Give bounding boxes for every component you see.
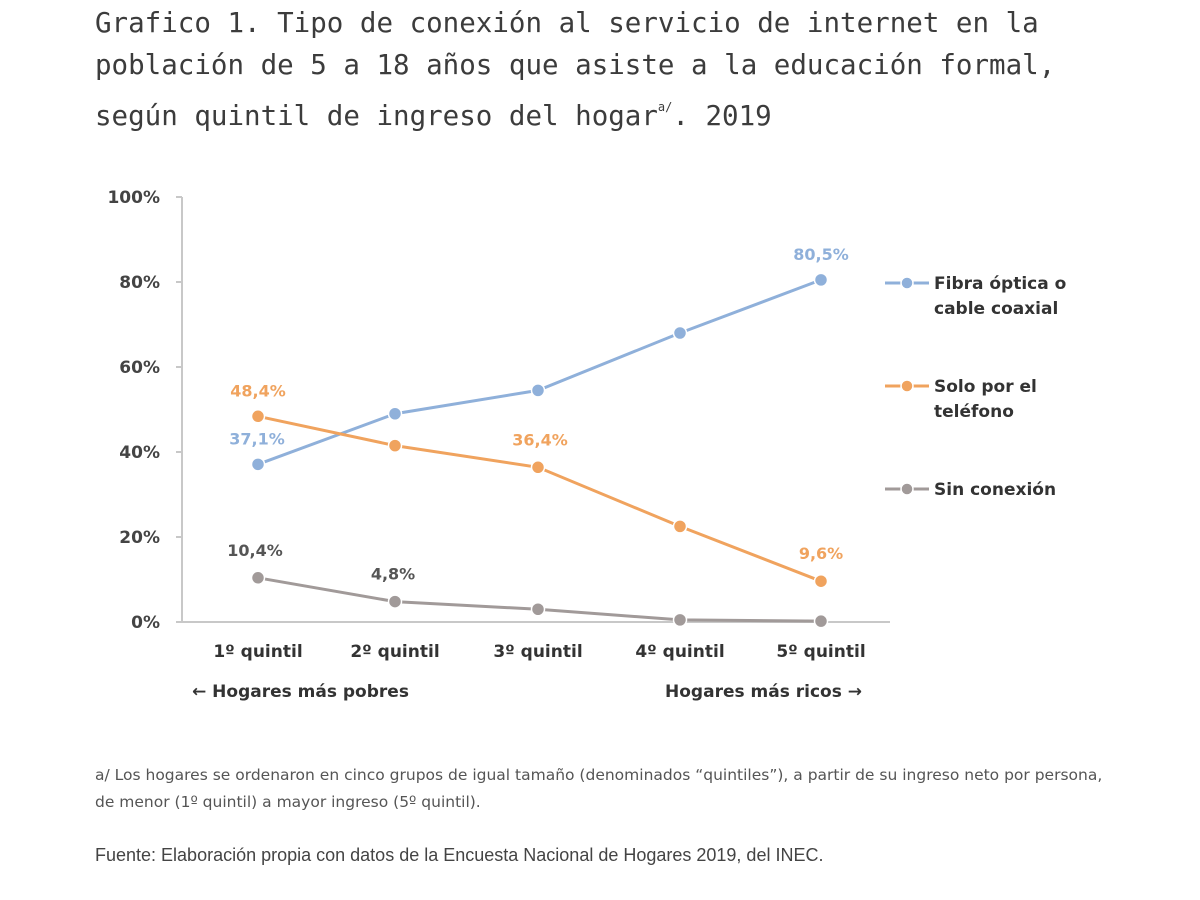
legend-item-3: Sin conexión [885, 480, 1056, 500]
legend-swatch-marker [900, 482, 914, 496]
legend-item-2: Solo por el teléfono [885, 377, 1037, 422]
x-tick-label: 3º quintil [493, 642, 582, 662]
legend-label: cable coaxial [934, 299, 1058, 319]
series-3: 10,4% 4,8% [227, 541, 829, 629]
y-tick-label: 60% [119, 358, 160, 378]
data-point [250, 409, 266, 424]
x-tick-label: 5º quintil [776, 642, 865, 662]
data-point [530, 383, 546, 398]
data-label: 37,1% [229, 429, 285, 448]
data-point [387, 594, 403, 609]
data-point [813, 272, 829, 288]
data-point [813, 613, 829, 629]
y-tick-label: 0% [131, 613, 160, 633]
data-point [387, 406, 403, 421]
line-chart: 0% 20% 40% 60% 80% 100% 1º quintil 2º quintil 3º… [107, 188, 1066, 702]
data-point [672, 612, 688, 628]
legend-label: Sin conexión [934, 480, 1056, 500]
legend-label: Fibra óptica o [934, 274, 1066, 294]
data-point [250, 457, 266, 472]
data-label: 36,4% [512, 430, 568, 449]
legend-item-1: Fibra óptica o cable coaxial [885, 274, 1066, 319]
legend-swatch-marker [900, 276, 914, 290]
data-point [813, 573, 829, 589]
x-annotation-richest: Hogares más ricos → [665, 682, 862, 702]
data-point [250, 570, 266, 586]
data-point [672, 519, 688, 534]
y-tick-label: 20% [119, 528, 160, 548]
legend-swatch-marker [900, 379, 914, 393]
chart-title: Grafico 1. Tipo de conexión al servicio … [95, 2, 1095, 137]
data-label: 48,4% [230, 381, 286, 400]
y-tick-label: 40% [119, 443, 160, 463]
chart-series: 37,1% 80,5% 48,4% 36,4% 9,6% 10,4% 4,8% [227, 245, 849, 629]
chart-title-footnote-mark: a/ [657, 100, 673, 114]
x-tick-label: 1º quintil [213, 642, 302, 662]
footnote: a/ Los hogares se ordenaron en cinco gru… [95, 766, 1103, 811]
data-point [672, 325, 688, 341]
chart-axes: 0% 20% 40% 60% 80% 100% 1º quintil 2º quintil 3º… [107, 188, 890, 702]
y-tick-label: 80% [119, 273, 160, 293]
chart-title-year: . 2019 [672, 100, 772, 132]
series-2: 48,4% 36,4% 9,6% [230, 381, 843, 589]
chart-title-main: Grafico 1. Tipo de conexión al servicio … [95, 7, 1056, 132]
source-note: Fuente: Elaboración propia con datos de … [95, 845, 824, 865]
legend-label: teléfono [934, 402, 1014, 422]
x-tick-label: 4º quintil [635, 642, 724, 662]
data-point [530, 602, 546, 617]
chart-legend: Fibra óptica o cable coaxial Solo por el te… [885, 274, 1066, 500]
x-annotation-poorest: ← Hogares más pobres [192, 682, 409, 702]
y-tick-label: 100% [107, 188, 160, 208]
data-point [387, 438, 403, 453]
data-label: 9,6% [799, 544, 843, 563]
legend-label: Solo por el [934, 377, 1037, 397]
series-1: 37,1% 80,5% [229, 245, 849, 472]
data-label: 10,4% [227, 541, 283, 560]
data-label: 4,8% [371, 565, 415, 584]
data-label: 80,5% [793, 245, 849, 264]
data-point [530, 460, 546, 475]
x-tick-label: 2º quintil [350, 642, 439, 662]
